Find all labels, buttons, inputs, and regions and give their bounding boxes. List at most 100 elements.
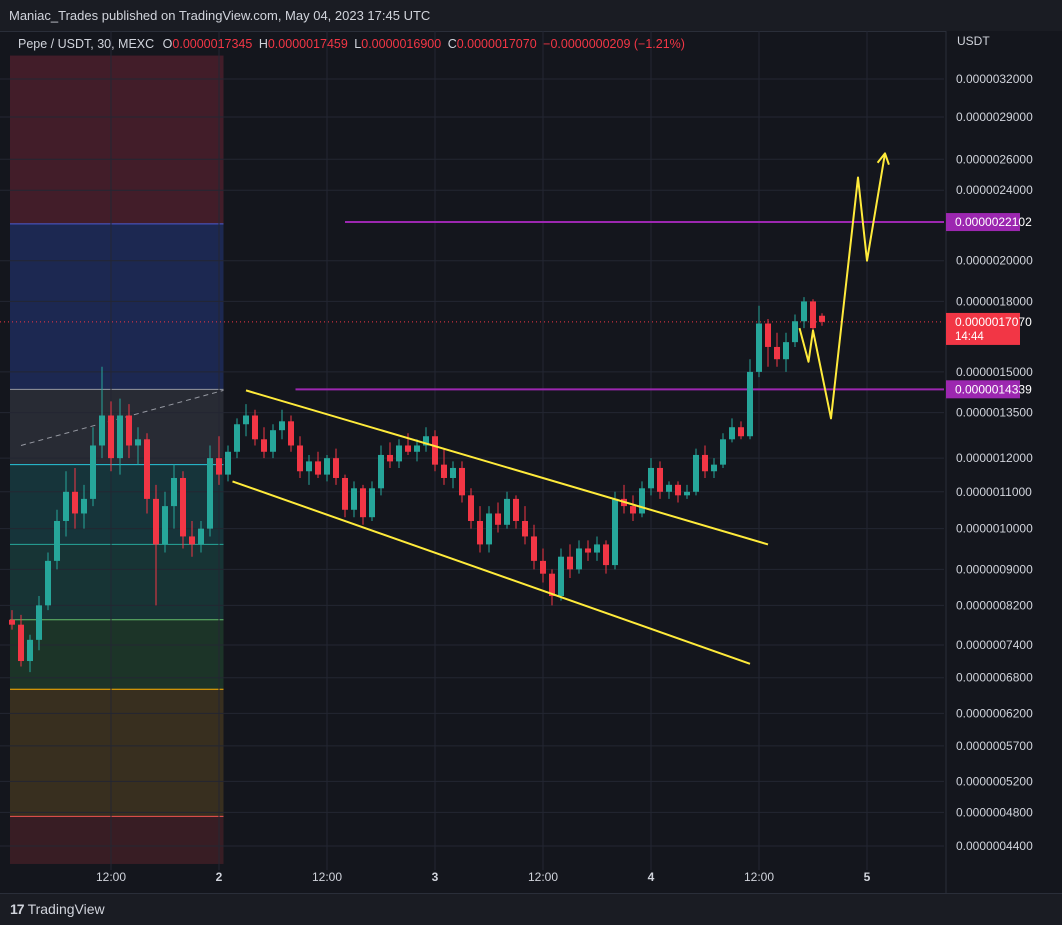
candle-body: [405, 445, 411, 452]
candle-body: [396, 445, 402, 462]
open-value: 0.0000017345: [172, 37, 253, 51]
time-tick-label: 12:00: [96, 870, 126, 884]
footer-bar: 17 TradingView: [0, 893, 1062, 925]
candle-body: [360, 488, 366, 518]
fib-zone: [10, 544, 224, 620]
candle-body: [675, 484, 681, 496]
price-tick-label: 0.0000018000: [956, 294, 1033, 308]
candle-body: [54, 520, 60, 561]
candle-body: [486, 513, 492, 545]
currency-label: USDT: [957, 34, 990, 48]
header-bar: Maniac_Trades published on TradingView.c…: [0, 0, 1062, 32]
candle-body: [225, 451, 231, 475]
candle-body: [243, 415, 249, 425]
bar-countdown-label: 14:44: [955, 331, 984, 343]
symbol-name[interactable]: Pepe / USDT, 30, MEXC: [18, 37, 155, 51]
price-tick-label: 0.0000013500: [956, 406, 1033, 420]
price-tick-label: 0.0000020000: [956, 254, 1033, 268]
candle-body: [90, 445, 96, 499]
tradingview-logo[interactable]: 17 TradingView: [10, 901, 105, 917]
low-label: L: [354, 37, 362, 51]
candle-body: [567, 556, 573, 570]
candle-body: [468, 495, 474, 521]
price-axis-background: [946, 31, 1062, 893]
fib-zone: [10, 619, 224, 690]
fib-zone: [10, 464, 224, 545]
candle-body: [558, 556, 564, 597]
candle-body: [324, 458, 330, 475]
candle-body: [774, 346, 780, 360]
fib-retracement-zones: [10, 55, 224, 864]
publisher-text: Maniac_Trades published on TradingView.c…: [9, 8, 431, 23]
candle-body: [684, 491, 690, 496]
candle-body: [594, 544, 600, 553]
candle-body: [423, 436, 429, 446]
price-chart[interactable]: USDT 0.0000032000 0.0000029000 0.0000026000…: [0, 31, 1062, 893]
time-tick-label: 4: [648, 870, 655, 884]
candle-body: [351, 488, 357, 510]
projection-arrow-head: [876, 152, 890, 166]
price-tick-label: 0.0000004800: [956, 805, 1033, 819]
candle-body: [477, 520, 483, 545]
candle-body: [270, 430, 276, 452]
fib-zone: [10, 689, 224, 817]
price-tick-label: 0.0000008200: [956, 598, 1033, 612]
candle-body: [198, 528, 204, 545]
tradingview-logo-icon: 17: [10, 901, 25, 917]
time-axis[interactable]: 12:00 2 12:00 3 12:00 4 12:00 5: [0, 870, 946, 884]
candle-body: [63, 491, 69, 521]
price-level-badge-label: 0.0000022102: [955, 215, 1032, 229]
candle-body: [702, 454, 708, 472]
candle-body: [648, 467, 654, 489]
candle-body: [576, 548, 582, 570]
candle-body: [306, 461, 312, 472]
channel-trend-line[interactable]: [245, 389, 769, 546]
candle-body: [36, 605, 42, 640]
dashed-trend-line[interactable]: [20, 389, 224, 446]
fib-zone: [10, 389, 224, 465]
candle-body: [180, 477, 186, 537]
open-label: O: [162, 37, 173, 51]
time-tick-label: 12:00: [312, 870, 342, 884]
candle-body: [144, 439, 150, 499]
price-tick-label: 0.0000006800: [956, 671, 1033, 685]
candle-body: [216, 458, 222, 475]
fib-zone: [10, 816, 224, 864]
change-value: −0.0000000209 (−1.21%): [543, 37, 685, 51]
candle-body: [342, 477, 348, 510]
candle-body: [333, 458, 339, 478]
candle-body: [630, 506, 636, 514]
candle-body: [315, 461, 321, 475]
price-tick-label: 0.0000032000: [956, 72, 1033, 86]
candle-body: [738, 427, 744, 437]
candle-body: [162, 506, 168, 545]
candle-body: [189, 536, 195, 545]
candle-body: [693, 454, 699, 492]
brand-name: TradingView: [27, 901, 105, 917]
price-tick-label: 0.0000007400: [956, 638, 1033, 652]
projection-path[interactable]: [798, 153, 886, 420]
time-tick-label: 5: [864, 870, 871, 884]
fib-zone: [10, 223, 224, 390]
candle-body: [756, 323, 762, 372]
candle-body: [495, 513, 501, 525]
price-tick-label: 0.0000015000: [956, 365, 1033, 379]
price-level-badge: [946, 213, 1020, 232]
price-axis[interactable]: USDT 0.0000032000 0.0000029000 0.0000026000…: [945, 31, 1062, 893]
close-label: C: [447, 37, 457, 51]
candle-body: [135, 439, 141, 446]
price-tick-label: 0.0000024000: [956, 183, 1033, 197]
time-tick-label: 3: [432, 870, 439, 884]
channel-trend-line[interactable]: [232, 480, 751, 665]
candle-body: [81, 498, 87, 514]
candle-body: [18, 624, 24, 662]
candles: [9, 297, 825, 673]
candle-body: [414, 445, 420, 452]
candle-body: [720, 439, 726, 465]
candle-body: [747, 371, 753, 437]
candle-body: [117, 415, 123, 459]
candle-body: [297, 445, 303, 472]
candle-body: [207, 458, 213, 529]
price-tick-label: 0.0000010000: [956, 522, 1033, 536]
candle-body: [783, 342, 789, 360]
